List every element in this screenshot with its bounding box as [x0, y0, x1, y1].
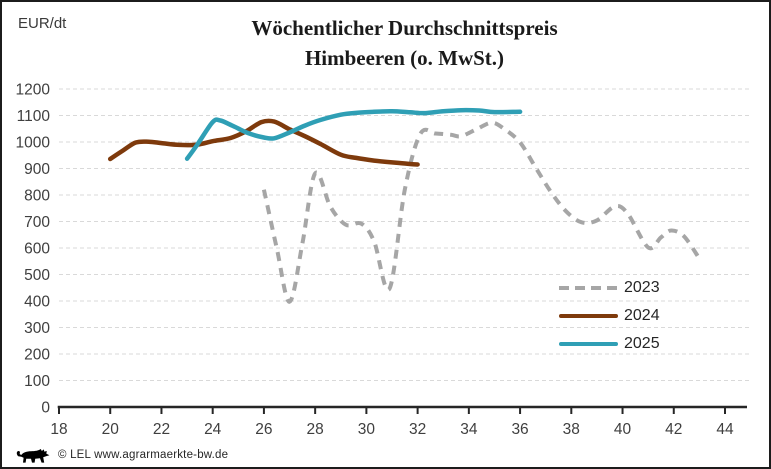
x-axis-tick-label: 38	[563, 421, 580, 438]
series-line-2024	[107, 118, 420, 167]
chart-footer: © LEL www.agrarmaerkte-bw.de	[15, 445, 228, 465]
y-axis-tick-label: 700	[24, 214, 50, 231]
y-axis-tick-label: 1200	[16, 82, 51, 99]
series-line-2023	[261, 120, 702, 304]
x-axis-tick-label: 26	[255, 421, 272, 438]
legend-label: 2023	[624, 279, 660, 296]
chart-title-line1: Wöchentlicher Durchschnittspreis	[251, 16, 558, 40]
x-axis-tick-label: 44	[716, 421, 734, 438]
y-axis-tick-label: 600	[24, 241, 50, 258]
y-axis-tick-label: 100	[24, 373, 50, 390]
legend-line-sample-dashed	[559, 286, 618, 290]
y-axis-tick-label: 300	[24, 320, 50, 337]
legend-line-sample-solid	[559, 342, 618, 346]
y-axis-tick-label: 900	[24, 161, 50, 178]
x-axis-tick-label: 20	[102, 421, 120, 438]
legend-line-sample-solid	[559, 314, 618, 318]
x-axis-tick-label: 30	[358, 421, 376, 438]
series-line-2025	[184, 107, 523, 161]
legend-item-2025: 2025	[559, 330, 660, 358]
x-axis-tick-label: 32	[409, 421, 426, 438]
x-axis-tick-label: 22	[153, 421, 170, 438]
y-axis-tick-label: 0	[41, 400, 50, 417]
legend-label: 2024	[624, 307, 660, 324]
y-axis-tick-label: 1000	[16, 135, 51, 152]
chart-title-line2: Himbeeren (o. MwSt.)	[304, 46, 505, 70]
copyright-text: © LEL www.agrarmaerkte-bw.de	[58, 449, 229, 461]
chart-legend: 2023 2024 2025	[559, 274, 660, 358]
y-axis-tick-label: 200	[24, 347, 50, 364]
legend-item-2023: 2023	[559, 274, 660, 302]
x-axis-tick-label: 36	[511, 421, 528, 438]
baden-wuerttemberg-lion-logo	[16, 448, 50, 463]
y-axis-tick-label: 800	[24, 188, 50, 205]
y-axis-tick-label: 400	[24, 294, 50, 311]
y-axis-unit-label: EUR/dt	[18, 15, 67, 32]
legend-item-2024: 2024	[559, 302, 660, 330]
chart-title: Wöchentlicher Durchschnittspreis Himbeer…	[42, 13, 767, 73]
legend-label: 2025	[624, 335, 660, 352]
x-axis-tick-label: 34	[460, 421, 478, 438]
x-axis-tick-label: 24	[204, 421, 222, 438]
y-axis-tick-label: 500	[24, 267, 50, 284]
x-axis-tick-label: 42	[665, 421, 682, 438]
x-axis-tick-label: 28	[307, 421, 324, 438]
x-axis-tick-label: 18	[50, 421, 67, 438]
x-axis-tick-label: 40	[614, 421, 632, 438]
y-axis-tick-label: 1100	[17, 108, 51, 125]
